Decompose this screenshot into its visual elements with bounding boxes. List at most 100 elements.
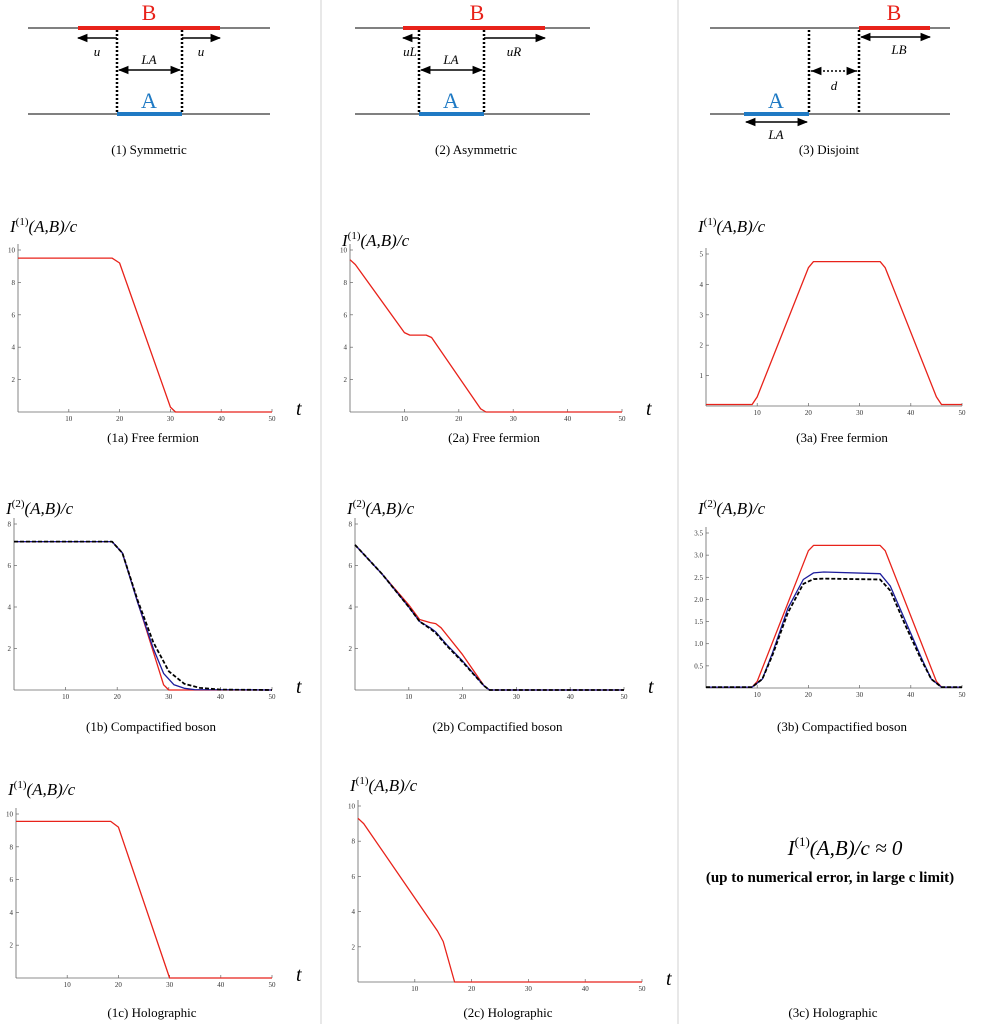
y-tick-label: 4 [700, 281, 704, 289]
diagram-symmetric: B A u u LA (1) Symmetric [28, 0, 270, 157]
series-red [16, 820, 272, 979]
y-tick-label: 1.5 [694, 618, 703, 626]
y-tick-label: 2 [700, 342, 704, 350]
x-tick-label: 50 [639, 985, 647, 993]
y-axis-label: I(2)(A,B)/c [697, 498, 766, 518]
caption-2a: (2a) Free fermion [448, 430, 540, 445]
y-tick-label: 5 [700, 251, 704, 259]
plot-1a: 10 20 30 40 50 2 4 6 8 10 I(1)(A,B)/c t (1a) Free fe… [8, 216, 302, 445]
label-la: LA [767, 127, 783, 142]
x-tick-label: 20 [114, 693, 122, 701]
x-tick-label: 30 [525, 985, 533, 993]
x-tick-label: 50 [269, 981, 277, 989]
series-black [354, 544, 624, 691]
y-tick-label: 8 [8, 521, 12, 529]
y-axis-label: I(1)(A,B)/c [7, 779, 76, 799]
y-tick-label: 2.5 [694, 574, 703, 582]
caption-2c: (2c) Holographic [463, 1005, 552, 1020]
label-b: B [887, 0, 902, 25]
y-tick-label: 2 [349, 645, 353, 653]
panel-3c: I(1)(A,B)/c ≈ 0 (up to numerical error, … [706, 834, 954, 1020]
y-tick-label: 1.0 [694, 640, 703, 648]
label-a: A [768, 88, 784, 113]
y-tick-label: 10 [348, 803, 356, 811]
x-tick-label: 40 [907, 409, 915, 417]
x-tick-label: 50 [959, 691, 967, 699]
label-ul: uL [403, 44, 417, 59]
label-b: B [142, 0, 157, 25]
y-tick-label: 8 [344, 279, 348, 287]
series-red [18, 257, 272, 413]
y-tick-label: 0.5 [694, 662, 703, 670]
y-tick-label: 8 [10, 843, 14, 851]
y-tick-label: 2 [12, 376, 16, 384]
label-d: d [831, 78, 838, 93]
y-tick-label: 2 [8, 645, 12, 653]
series-red [357, 817, 642, 983]
y-tick-label: 6 [352, 873, 356, 881]
label-lb: LB [890, 42, 906, 57]
y-tick-label: 3.0 [694, 552, 703, 560]
x-tick-label: 10 [754, 409, 762, 417]
y-tick-label: 10 [8, 247, 16, 255]
x-tick-label: 20 [805, 691, 813, 699]
x-tick-label: 10 [411, 985, 419, 993]
series-blue [14, 540, 273, 691]
y-tick-label: 6 [12, 311, 16, 319]
x-axis-label: t [648, 676, 654, 698]
y-tick-label: 4 [352, 908, 356, 916]
y-tick-label: 1 [700, 372, 704, 380]
x-tick-label: 20 [116, 415, 124, 423]
label-a: A [443, 88, 459, 113]
x-axis-label: t [646, 398, 652, 420]
y-tick-label: 4 [349, 604, 353, 612]
y-tick-label: 8 [349, 521, 353, 529]
x-tick-label: 20 [468, 985, 476, 993]
caption-diagram-1: (1) Symmetric [111, 142, 187, 157]
x-tick-label: 20 [115, 981, 123, 989]
label-la: LA [140, 52, 156, 67]
x-tick-label: 30 [856, 409, 864, 417]
y-tick-label: 8 [12, 279, 16, 287]
x-tick-label: 10 [62, 693, 70, 701]
x-axis-label: t [296, 964, 302, 986]
y-axis-label: I(2)(A,B)/c [5, 498, 74, 518]
x-tick-label: 20 [455, 415, 463, 423]
x-tick-label: 10 [64, 981, 72, 989]
y-tick-label: 6 [344, 311, 348, 319]
x-tick-label: 40 [217, 693, 225, 701]
x-tick-label: 50 [959, 409, 967, 417]
diagram-asymmetric: B A uL uR LA (2) Asymmetric [355, 0, 590, 157]
diagram-disjoint: B A d LB LA (3) Disjoint [710, 0, 950, 157]
caption-diagram-2: (2) Asymmetric [435, 142, 517, 157]
series-black [14, 540, 273, 691]
y-tick-label: 3 [700, 311, 704, 319]
x-tick-label: 30 [513, 693, 521, 701]
plot-1b: 10 20 30 40 50 2 4 6 8 I(2)(A,B)/c t (1b) Compactif… [5, 498, 302, 734]
x-tick-label: 50 [269, 415, 277, 423]
y-axis-label: I(1)(A,B)/c [341, 230, 410, 250]
series-red [706, 260, 962, 406]
y-tick-label: 8 [352, 838, 356, 846]
x-tick-label: 40 [564, 415, 572, 423]
series-black [706, 577, 962, 688]
formula-3c: I(1)(A,B)/c ≈ 0 [787, 834, 903, 860]
y-axis-label: I(1)(A,B)/c [349, 775, 418, 795]
y-tick-label: 2 [10, 942, 14, 950]
x-tick-label: 10 [401, 415, 409, 423]
x-tick-label: 40 [217, 981, 225, 989]
x-tick-label: 30 [510, 415, 518, 423]
x-axis-label: t [296, 398, 302, 420]
label-la: LA [442, 52, 458, 67]
x-tick-label: 10 [65, 415, 73, 423]
y-tick-label: 6 [8, 562, 12, 570]
y-tick-label: 4 [344, 344, 348, 352]
y-tick-label: 4 [8, 604, 12, 612]
caption-1a: (1a) Free fermion [107, 430, 199, 445]
x-tick-label: 30 [856, 691, 864, 699]
caption-diagram-3: (3) Disjoint [799, 142, 860, 157]
x-tick-label: 10 [754, 691, 762, 699]
plot-3b: 10 20 30 40 50 0.5 1.0 1.5 2.0 2.5 3.0 3.5 I(2)(A,B)… [694, 498, 967, 734]
y-tick-label: 4 [12, 344, 16, 352]
